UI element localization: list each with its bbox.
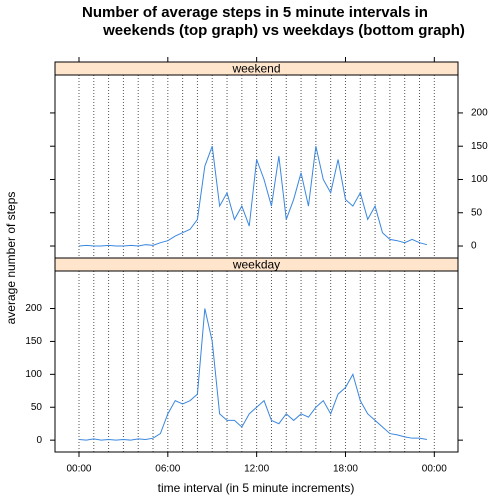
y-axis-label: average number of steps [4, 192, 18, 325]
y-tick-label: 50 [31, 402, 43, 413]
x-tick-label: 06:00 [155, 464, 180, 475]
x-tick-label: 18:00 [333, 464, 358, 475]
y-tick-label: 150 [25, 336, 42, 347]
y-tick-label: 0 [471, 241, 477, 252]
y-tick-label: 100 [25, 369, 42, 380]
y-tick-label: 100 [471, 174, 488, 185]
data-line [78, 308, 427, 441]
strip-label: weekend [231, 62, 280, 76]
x-tick-label: 12:00 [244, 464, 269, 475]
x-tick-label: 00:00 [66, 464, 91, 475]
chart-title: Number of average steps in 5 minute inte… [82, 4, 428, 21]
y-tick-label: 200 [471, 108, 488, 119]
y-tick-label: 50 [471, 207, 483, 218]
y-tick-label: 0 [36, 435, 42, 446]
strip-label: weekday [232, 258, 280, 272]
chart-title: weekends (top graph) vs weekdays (bottom… [102, 22, 465, 39]
x-tick-label: 00:00 [422, 464, 447, 475]
data-line [78, 146, 428, 247]
y-tick-label: 150 [471, 141, 488, 152]
y-tick-label: 200 [25, 303, 42, 314]
x-axis-label: time interval (in 5 minute increments) [158, 481, 355, 495]
